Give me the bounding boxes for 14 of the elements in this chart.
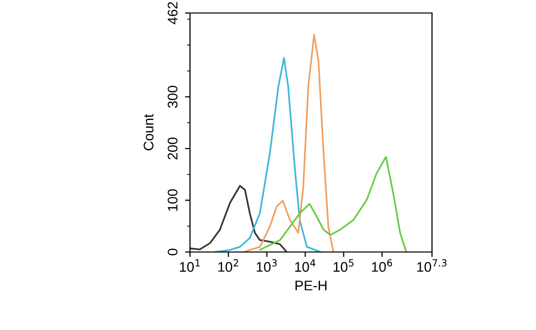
y-tick-label: 100 — [168, 189, 178, 211]
x-tick-label: 10$^{6}$ — [372, 259, 392, 272]
x-axis-title: PE-H — [296, 280, 326, 290]
x-tick-label: 10$^{7.3}$ — [417, 259, 446, 272]
x-tick-label: 10$^{3}$ — [256, 259, 277, 272]
x-tick-label: 10$^{2}$ — [218, 259, 238, 272]
x-tick-label: 10$^{5}$ — [334, 259, 354, 272]
x-tick-label: 10$^{4}$ — [295, 259, 316, 272]
y-tick-label: 200 — [168, 137, 178, 160]
y-tick-label: 462 — [168, 2, 178, 24]
y-tick-label: 300 — [168, 86, 178, 108]
y-axis-title: Count — [144, 114, 154, 150]
x-tick-label: 10$^{1}$ — [180, 259, 200, 272]
y-tick-label: 0 — [168, 248, 178, 256]
